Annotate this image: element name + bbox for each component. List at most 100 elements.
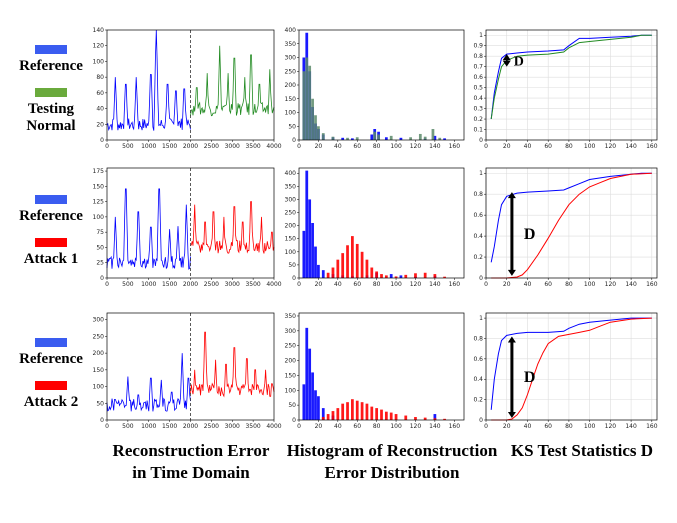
series-line (106, 353, 191, 412)
x-tick-label: 3500 (245, 281, 260, 288)
hist-bar (365, 403, 369, 420)
hist-bar (311, 223, 314, 278)
chart-hist-attack1: 0 20 40 60 80 100 120 140 160 0 50 100 150 200 250 300 3… (285, 167, 465, 288)
hist-bar (370, 267, 374, 278)
hist-bar (423, 272, 427, 278)
y-tick-label: 0 (100, 137, 104, 144)
x-tick-label: 120 (605, 143, 617, 150)
y-tick-label: 120 (93, 43, 105, 50)
y-tick-label: 25 (96, 260, 104, 267)
chart-time-attack1: 0 500 1000 1500 2000 2500 3000 3500 4000 0 25 50 75 1… (93, 167, 282, 288)
x-tick-label: 0 (297, 143, 301, 150)
hist-bar (394, 414, 398, 420)
y-tick-label: 1 (479, 170, 483, 177)
hist-bar (331, 136, 335, 140)
x-tick-label: 1500 (162, 423, 177, 430)
hist-bar (305, 327, 309, 420)
hist-bar (414, 417, 417, 420)
hist-bar (317, 264, 320, 278)
x-tick-label: 0 (297, 281, 301, 288)
y-tick-label: 250 (285, 210, 297, 217)
x-tick-label: 0 (105, 423, 109, 430)
hist-bar (360, 251, 364, 278)
hist-bar (302, 71, 306, 140)
hist-bar (433, 274, 437, 278)
chart-ks-normal: 0 20 40 60 80 100 120 140 160 0 0.1 0.2 0.3 0.4 0.5 0.6… (473, 29, 658, 150)
x-tick-label: 0 (297, 423, 301, 430)
x-tick-label: 100 (584, 143, 596, 150)
y-tick-label: 200 (285, 223, 297, 230)
x-tick-label: 60 (544, 281, 552, 288)
series-line (106, 29, 191, 132)
series-line (490, 172, 652, 263)
hist-bar (321, 408, 325, 420)
hist-bar (317, 396, 320, 420)
legend-label: Reference (19, 208, 83, 224)
hist-bar (308, 199, 312, 278)
chart-ks-attack2: 0 20 40 60 80 100 120 140 160 0 0.2 0.4 0.6 0.8 1 D (473, 312, 658, 430)
x-tick-label: 140 (625, 281, 637, 288)
hist-bar (365, 259, 369, 278)
x-tick-label: 140 (625, 143, 637, 150)
y-tick-label: 100 (285, 110, 297, 117)
y-tick-label: 0.6 (473, 74, 483, 81)
y-tick-label: 0.4 (473, 376, 483, 383)
legend-label: Reference (19, 351, 83, 367)
hist-bar (331, 411, 335, 420)
series-line (490, 317, 652, 410)
x-tick-label: 100 (390, 281, 402, 288)
y-tick-label: 250 (93, 333, 105, 340)
hist-bar (370, 134, 374, 140)
hist-bar (438, 137, 442, 140)
hist-bar (389, 274, 393, 278)
legend-label: Reference (19, 58, 83, 74)
series-line (490, 34, 652, 120)
hist-bar (314, 115, 317, 140)
x-tick-label: 80 (373, 143, 381, 150)
y-tick-label: 0.4 (473, 233, 483, 240)
y-tick-label: 150 (285, 236, 297, 243)
hist-bar (355, 400, 359, 420)
hist-bar (351, 138, 354, 140)
hist-bar (302, 384, 306, 420)
hist-bar (399, 275, 403, 278)
legend-swatch (35, 381, 67, 390)
x-tick-label: 140 (429, 281, 441, 288)
axes-frame (298, 29, 465, 141)
hist-bar (311, 98, 314, 140)
hist-bar (375, 408, 379, 420)
x-tick-label: 3000 (225, 281, 240, 288)
x-tick-label: 120 (605, 281, 617, 288)
hist-bar (399, 137, 403, 140)
y-tick-label: 100 (93, 384, 105, 391)
y-tick-label: 200 (285, 82, 297, 89)
x-tick-label: 140 (429, 423, 441, 430)
d-label: D (524, 226, 536, 243)
legend-swatch (35, 195, 67, 204)
hist-bar (375, 271, 379, 278)
hist-bar (355, 243, 359, 278)
x-tick-label: 40 (524, 281, 532, 288)
series-line (106, 188, 191, 270)
hist-bar (326, 272, 330, 278)
y-tick-label: 0.5 (473, 85, 483, 92)
hist-bar (384, 137, 388, 140)
hist-bar (341, 403, 345, 420)
axes-frame (485, 167, 658, 279)
y-tick-label: 0.2 (473, 254, 483, 261)
hist-bar (433, 135, 437, 140)
x-tick-label: 3500 (245, 423, 260, 430)
hist-bar (341, 253, 345, 278)
hist-bar (321, 270, 325, 278)
d-arrow-head (502, 54, 511, 61)
x-tick-label: 40 (524, 423, 532, 430)
x-tick-label: 1500 (162, 143, 177, 150)
x-tick-label: 2500 (204, 281, 219, 288)
legend-label: Testing (28, 101, 75, 117)
y-tick-label: 50 (288, 262, 296, 269)
series-line (490, 34, 652, 120)
x-tick-label: 500 (122, 143, 134, 150)
y-tick-label: 0 (292, 417, 296, 424)
